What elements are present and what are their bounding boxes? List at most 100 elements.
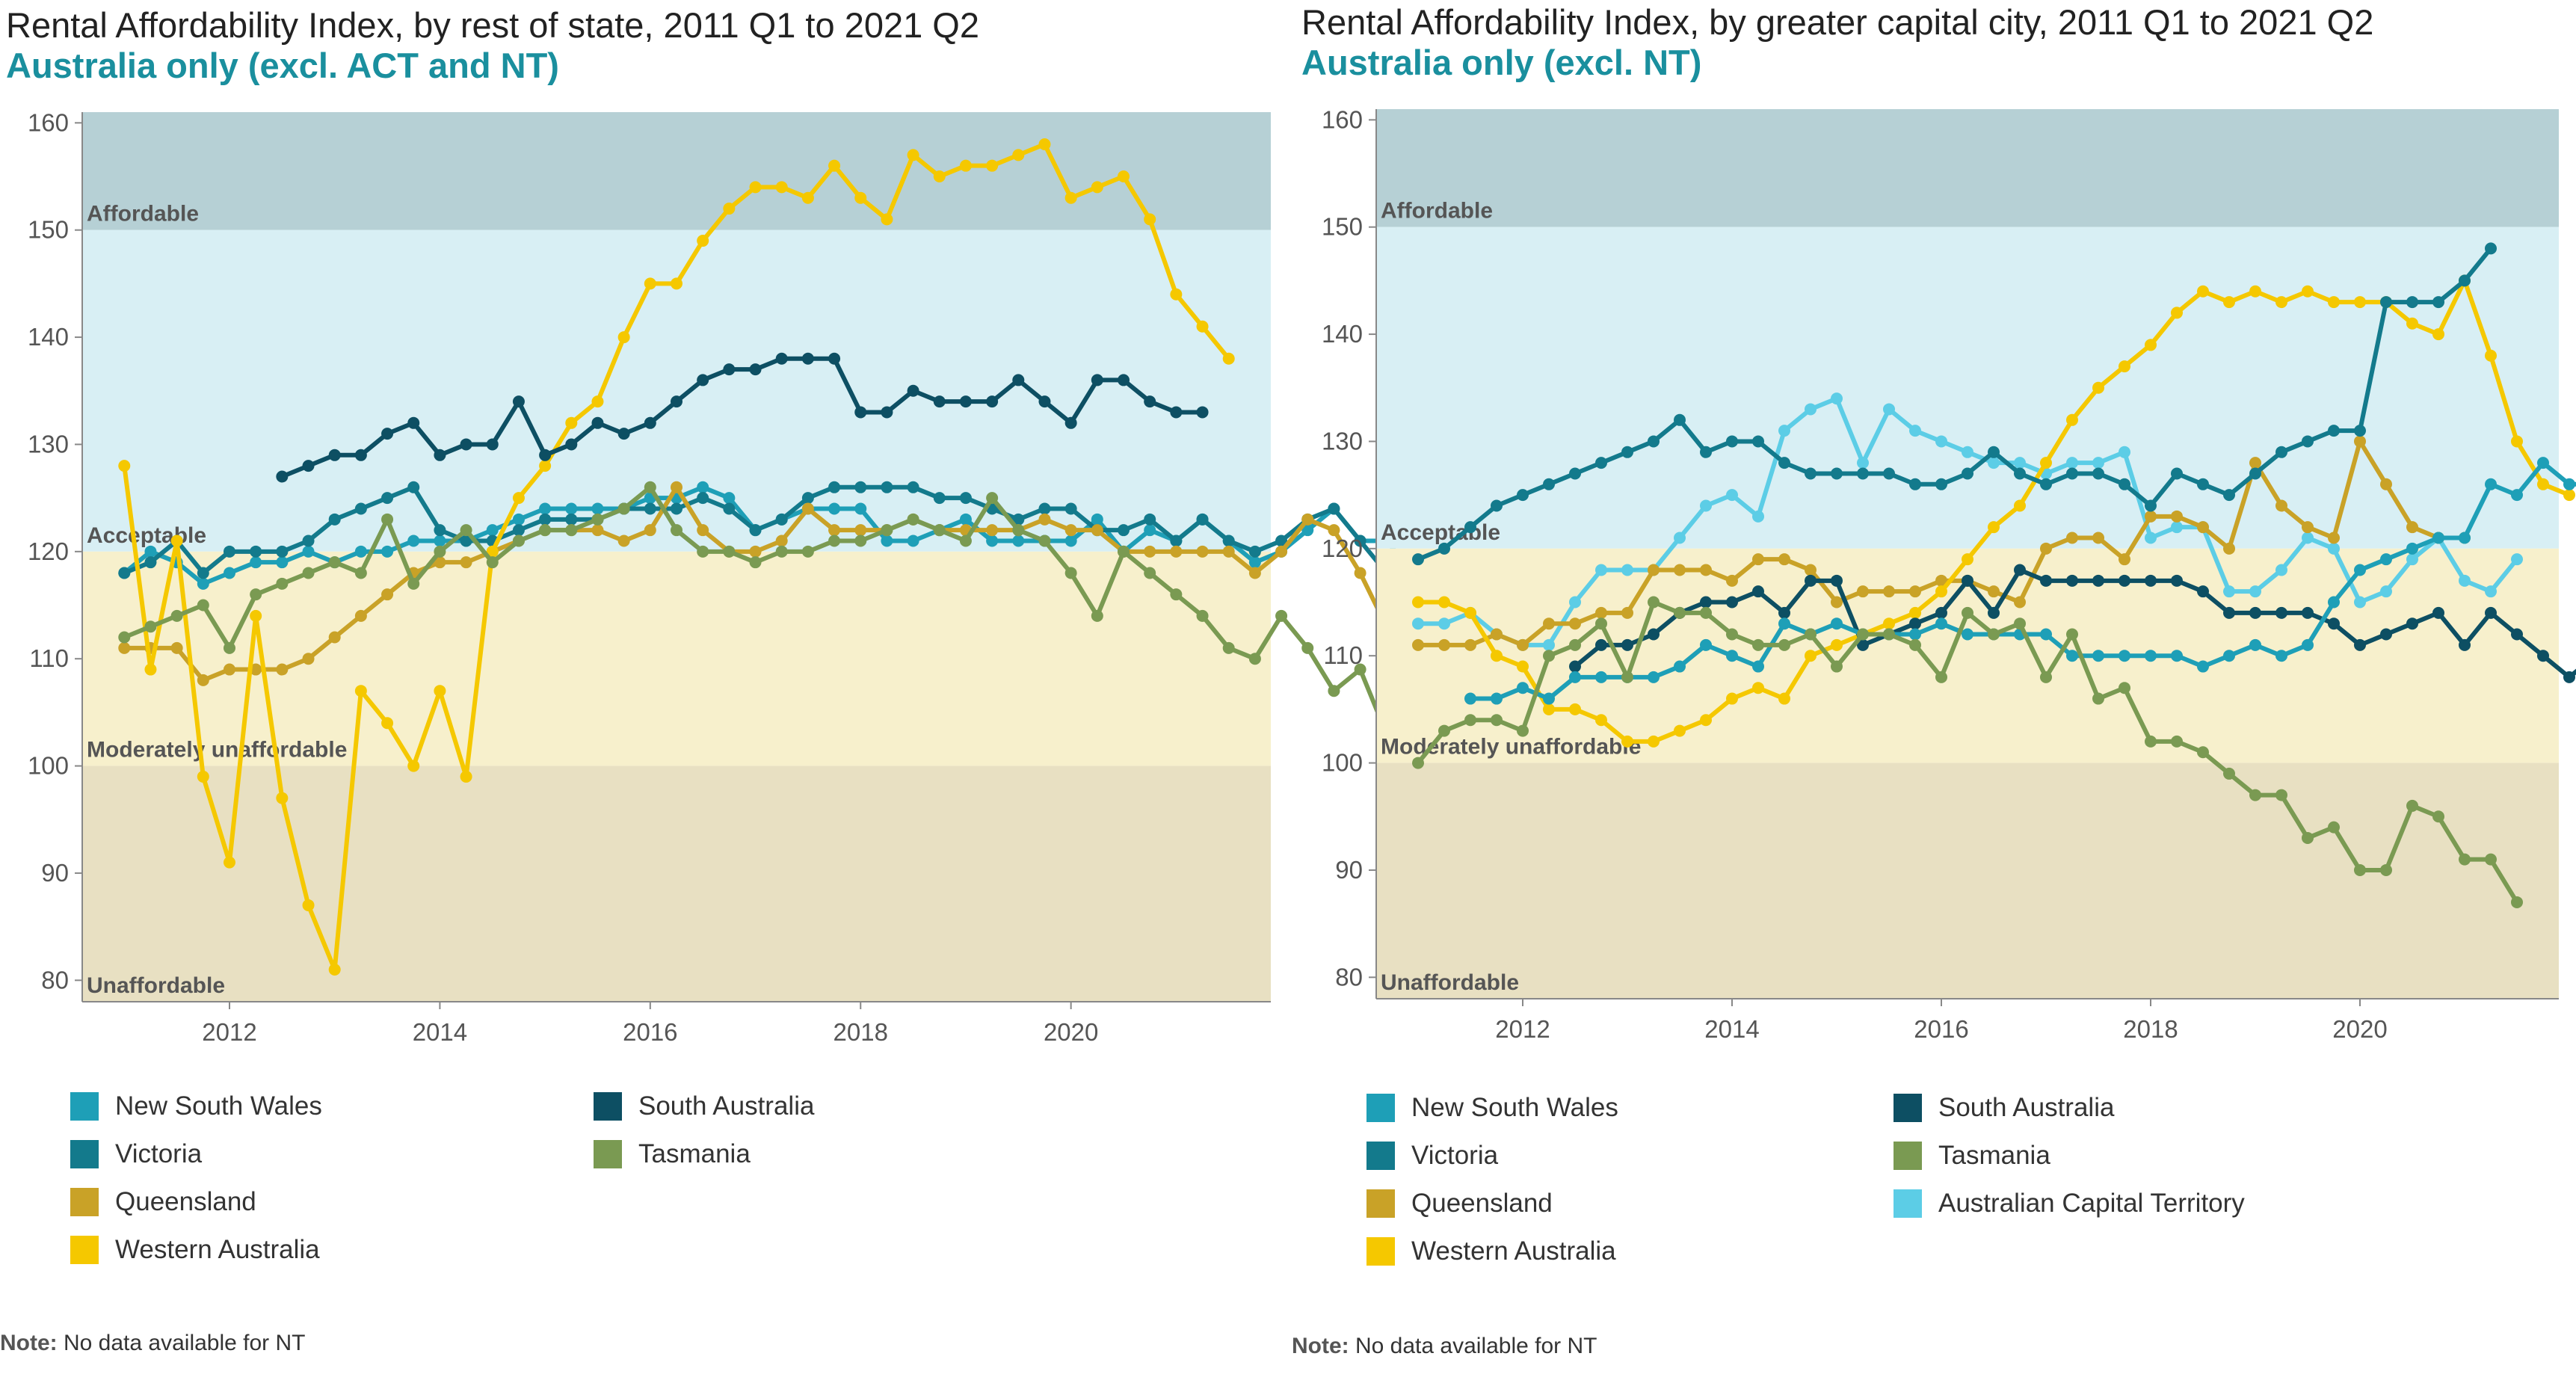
data-point <box>1038 513 1051 526</box>
data-point <box>1595 671 1607 683</box>
data-point <box>460 438 472 451</box>
data-point <box>2145 735 2157 748</box>
data-point <box>2380 553 2392 566</box>
data-point <box>2040 542 2052 555</box>
data-point <box>2275 789 2287 801</box>
band-label-affordable: Affordable <box>1381 199 1493 224</box>
data-point <box>512 513 525 526</box>
legend-item-new-south-wales[interactable]: New South Wales <box>70 1091 322 1121</box>
band-acceptable <box>1376 227 2559 549</box>
data-point <box>1935 478 1947 490</box>
legend-swatch <box>70 1188 99 1216</box>
x-tick-label: 2012 <box>1495 1015 1550 1043</box>
data-point <box>1700 499 1712 512</box>
legend-item-south-australia[interactable]: South Australia <box>594 1091 814 1121</box>
series-western-australia <box>118 138 1235 976</box>
data-point <box>1831 638 1843 651</box>
data-point <box>1909 606 1921 619</box>
legend-item-victoria[interactable]: Victoria <box>1366 1141 1498 1171</box>
data-point <box>723 492 736 505</box>
data-point <box>2223 650 2235 662</box>
data-point <box>591 513 604 526</box>
data-point <box>2406 553 2418 566</box>
legend-item-tasmania[interactable]: Tasmania <box>594 1139 751 1169</box>
data-point <box>1595 564 1607 576</box>
data-point <box>986 159 999 172</box>
data-point <box>1170 535 1183 547</box>
data-point <box>591 416 604 429</box>
x-tick-label: 2016 <box>623 1018 677 1046</box>
data-point <box>1275 535 1288 547</box>
data-point <box>828 535 841 547</box>
legend-item-tasmania[interactable]: Tasmania <box>1894 1141 2050 1171</box>
data-point <box>354 545 367 558</box>
data-point <box>2145 650 2157 662</box>
legend-item-australian-capital-territory[interactable]: Australian Capital Territory <box>1894 1189 2245 1219</box>
data-point <box>2354 435 2366 448</box>
legend-item-victoria[interactable]: Victoria <box>70 1139 202 1169</box>
data-point <box>854 406 867 419</box>
data-point <box>2171 306 2183 319</box>
legend-swatch <box>594 1140 622 1168</box>
data-point <box>828 524 841 537</box>
data-point <box>2014 564 2026 576</box>
x-tick-label: 2014 <box>413 1018 467 1046</box>
legend-item-queensland[interactable]: Queensland <box>70 1187 256 1217</box>
data-point <box>1012 374 1025 386</box>
data-point <box>1909 425 1921 437</box>
data-point <box>2537 650 2549 662</box>
data-point <box>2406 521 2418 534</box>
data-point <box>775 181 788 194</box>
data-point <box>2014 467 2026 480</box>
legend-item-new-south-wales[interactable]: New South Wales <box>1366 1093 1618 1123</box>
note-label: Note: <box>1292 1334 1349 1358</box>
legend-item-queensland[interactable]: Queensland <box>1366 1189 1553 1219</box>
data-point <box>1962 574 1973 587</box>
data-point <box>328 556 341 569</box>
data-point <box>2249 285 2261 298</box>
data-point <box>1569 671 1581 683</box>
data-point <box>854 191 867 204</box>
data-point <box>539 502 552 515</box>
data-point <box>1621 638 1633 651</box>
data-point <box>118 641 131 654</box>
data-point <box>2485 606 2497 619</box>
line-chart: Affordable Acceptable Moderately unafforda… <box>1322 105 2576 1043</box>
data-point <box>2249 789 2261 801</box>
data-point <box>2406 542 2418 555</box>
data-point <box>1726 628 1738 641</box>
data-point <box>2171 510 2183 523</box>
data-point <box>1144 213 1156 226</box>
data-point <box>2459 853 2471 866</box>
data-point <box>2197 478 2209 490</box>
data-point <box>2432 810 2444 823</box>
data-point <box>1222 352 1235 365</box>
data-point <box>881 535 893 547</box>
data-point <box>617 535 630 547</box>
data-point <box>2302 606 2314 619</box>
data-point <box>460 535 472 547</box>
data-point <box>1091 524 1103 537</box>
legend-item-western-australia[interactable]: Western Australia <box>70 1235 320 1265</box>
y-tick-label: 150 <box>28 216 69 244</box>
legend-swatch <box>1894 1094 1922 1122</box>
data-point <box>907 481 919 493</box>
data-point <box>959 492 972 505</box>
data-point <box>2511 553 2523 566</box>
data-point <box>1909 638 1921 651</box>
data-point <box>671 277 682 290</box>
data-point <box>723 502 736 515</box>
legend-item-western-australia[interactable]: Western Australia <box>1366 1236 1616 1266</box>
data-point <box>434 685 446 697</box>
x-tick-label: 2012 <box>202 1018 256 1046</box>
data-point <box>1883 585 1895 598</box>
data-point <box>1805 403 1817 416</box>
data-point <box>1700 446 1712 458</box>
data-point <box>1222 545 1235 558</box>
data-point <box>617 331 630 344</box>
data-point <box>1962 628 1973 641</box>
legend-item-south-australia[interactable]: South Australia <box>1894 1093 2114 1123</box>
y-tick-label: 150 <box>1322 213 1363 241</box>
data-point <box>381 545 394 558</box>
data-point <box>1412 638 1424 651</box>
